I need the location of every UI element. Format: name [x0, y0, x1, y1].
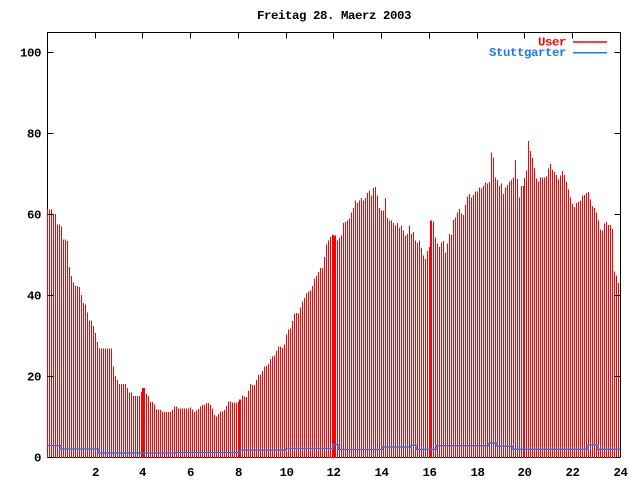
svg-text:22: 22 [566, 466, 580, 480]
svg-text:40: 40 [27, 290, 41, 304]
svg-text:100: 100 [20, 47, 41, 61]
svg-text:24: 24 [614, 466, 629, 480]
svg-text:8: 8 [235, 466, 242, 480]
svg-text:60: 60 [27, 209, 41, 223]
svg-text:6: 6 [187, 466, 194, 480]
svg-text:Stuttgarter: Stuttgarter [489, 46, 566, 60]
svg-text:User: User [538, 36, 566, 50]
svg-text:4: 4 [139, 466, 147, 480]
svg-text:Freitag 28. Maerz 2003: Freitag 28. Maerz 2003 [257, 9, 411, 23]
svg-text:12: 12 [327, 466, 341, 480]
svg-text:2: 2 [92, 466, 99, 480]
svg-text:80: 80 [27, 128, 41, 142]
svg-text:20: 20 [518, 466, 532, 480]
svg-text:0: 0 [34, 452, 41, 466]
svg-text:10: 10 [280, 466, 294, 480]
svg-text:18: 18 [471, 466, 485, 480]
svg-text:20: 20 [27, 371, 41, 385]
svg-text:16: 16 [423, 466, 437, 480]
svg-text:14: 14 [375, 466, 390, 480]
